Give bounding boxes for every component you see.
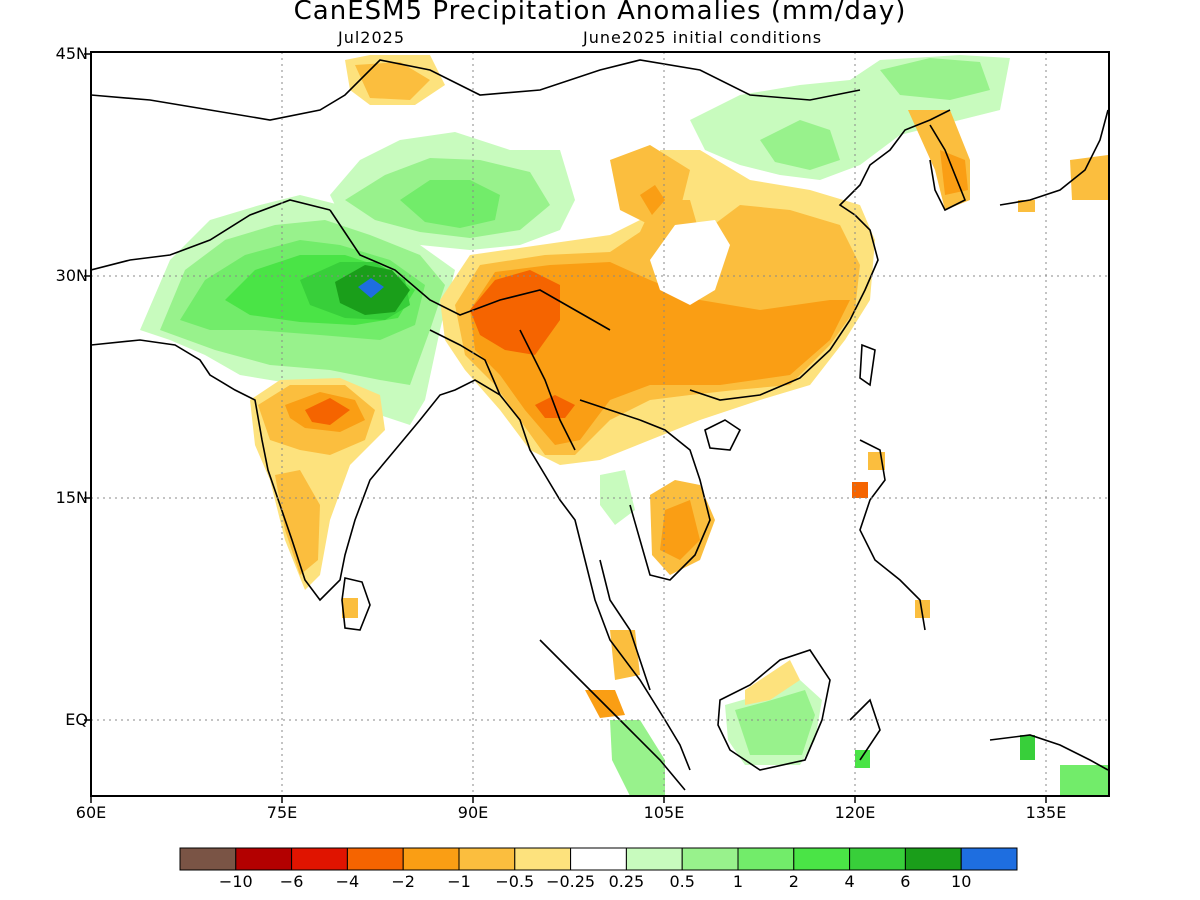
- lon-label-60e: 60E: [75, 803, 107, 822]
- tick-marks: [84, 53, 1047, 803]
- colorbar-swatch: [793, 847, 851, 871]
- colorbar-swatch: [402, 847, 460, 871]
- colorbar-swatch: [346, 847, 404, 871]
- initial-conditions: June2025 initial conditions: [583, 28, 823, 47]
- lon-label-90e: 90E: [457, 803, 489, 822]
- anomaly-field: [140, 55, 1108, 796]
- colorbar-label: −0.5: [495, 872, 535, 891]
- coastlines: [91, 59, 1109, 791]
- lon-label-135e: 135E: [1025, 803, 1067, 822]
- lon-label-105e: 105E: [643, 803, 685, 822]
- colorbar-label: −10: [218, 872, 253, 891]
- colorbar-swatch: [849, 847, 906, 871]
- colorbar-label: −2: [391, 872, 415, 891]
- colorbar-label: 2: [788, 872, 799, 891]
- lon-label-75e: 75E: [266, 803, 298, 822]
- colorbar-label: −4: [335, 872, 360, 891]
- graticule: [91, 52, 1109, 796]
- colorbar-label: −1: [447, 872, 471, 891]
- colorbar-swatch: [960, 847, 1018, 871]
- colorbar-label: −0.25: [546, 872, 596, 891]
- map-frame: [90, 51, 1110, 797]
- forecast-month: Jul2025: [338, 28, 406, 47]
- colorbar-label: 6: [900, 872, 911, 891]
- colorbar-swatch: [235, 847, 293, 871]
- colorbar-swatch: [179, 847, 237, 871]
- colorbar: [179, 847, 1018, 871]
- colorbar-label: −6: [279, 872, 304, 891]
- colorbar-swatch: [514, 847, 572, 871]
- lat-label-45n: 45N: [55, 44, 88, 63]
- colorbar-swatch: [458, 847, 516, 871]
- colorbar-label: 10: [951, 872, 972, 891]
- colorbar-swatch: [904, 847, 962, 871]
- lat-label-15n: 15N: [55, 488, 88, 507]
- colorbar-swatch: [625, 847, 683, 871]
- lat-label-eq: EQ: [65, 710, 88, 729]
- colorbar-label: 4: [844, 872, 855, 891]
- colorbar-swatch: [737, 847, 795, 871]
- colorbar-swatch: [570, 847, 627, 871]
- map-title: CanESM5 Precipitation Anomalies (mm/day): [293, 0, 907, 26]
- colorbar-label: 0.25: [608, 872, 645, 891]
- colorbar-swatch: [291, 847, 348, 871]
- lon-label-120e: 120E: [834, 803, 876, 822]
- lat-label-30n: 30N: [55, 266, 88, 285]
- colorbar-label: 1: [732, 872, 744, 891]
- colorbar-swatch: [681, 847, 739, 871]
- colorbar-label: 0.5: [669, 872, 695, 891]
